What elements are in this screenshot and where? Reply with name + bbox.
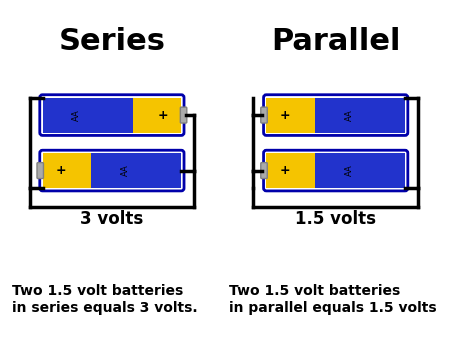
Text: 1.5 volts: 1.5 volts	[295, 210, 376, 228]
FancyBboxPatch shape	[261, 163, 267, 179]
Bar	[315, 153, 405, 188]
Text: AA: AA	[345, 165, 354, 176]
Bar	[91, 153, 181, 188]
Bar	[266, 98, 315, 133]
Bar	[43, 153, 91, 188]
FancyBboxPatch shape	[180, 107, 187, 123]
Bar	[133, 98, 181, 133]
Text: +: +	[157, 109, 168, 121]
Text: 3 volts: 3 volts	[80, 210, 144, 228]
Text: AA: AA	[73, 109, 82, 121]
Text: Parallel: Parallel	[271, 27, 401, 56]
Text: AA: AA	[121, 165, 130, 176]
Text: AA: AA	[345, 109, 354, 121]
Text: Series: Series	[58, 27, 165, 56]
Text: Two 1.5 volt batteries
in parallel equals 1.5 volts: Two 1.5 volt batteries in parallel equal…	[229, 284, 437, 315]
Bar	[266, 153, 315, 188]
FancyBboxPatch shape	[37, 163, 44, 179]
FancyBboxPatch shape	[261, 107, 267, 123]
Bar	[43, 98, 133, 133]
Bar	[315, 98, 405, 133]
Text: Two 1.5 volt batteries
in series equals 3 volts.: Two 1.5 volt batteries in series equals …	[12, 284, 198, 315]
Text: +: +	[280, 109, 290, 121]
Text: +: +	[55, 164, 66, 177]
Text: +: +	[280, 164, 290, 177]
